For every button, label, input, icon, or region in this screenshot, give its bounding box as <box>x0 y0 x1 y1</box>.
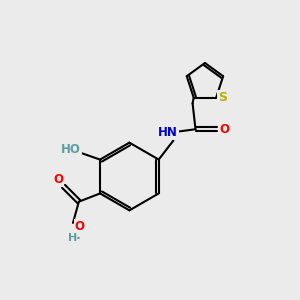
Text: HO: HO <box>61 143 81 156</box>
Text: H: H <box>68 233 78 243</box>
Text: HN: HN <box>158 126 178 139</box>
Text: S: S <box>218 91 227 104</box>
Text: O: O <box>74 220 85 233</box>
Text: O: O <box>53 173 63 186</box>
Text: O: O <box>219 123 229 136</box>
Text: ·: · <box>76 232 81 245</box>
